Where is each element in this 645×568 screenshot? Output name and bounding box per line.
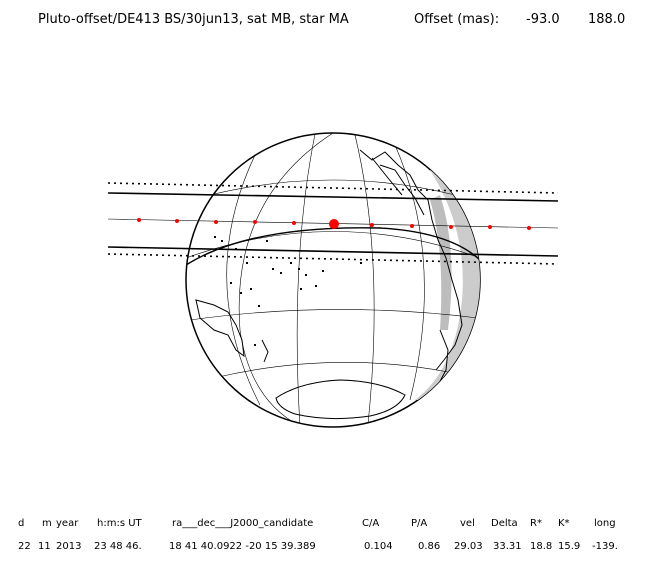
col-header: R* [530, 518, 542, 529]
offset-label: Offset (mas): [414, 12, 500, 27]
cell-kstar: 15.9 [558, 541, 581, 552]
col-header: h:m:s UT [97, 518, 142, 529]
col-header: year [56, 518, 79, 529]
graticule-parallels [186, 179, 480, 379]
cell-month: 11 [38, 541, 51, 552]
table-header-row: d m year h:m:s UT ra___dec___J2000_candi… [0, 518, 645, 534]
time-marker [527, 226, 531, 230]
coastlines [195, 149, 463, 420]
cell-delta: 33.31 [493, 541, 522, 552]
cell-coordinates: 18 41 40.0922 -20 15 39.389 [169, 541, 316, 552]
time-marker [253, 220, 257, 224]
time-marker [370, 223, 374, 227]
col-header: d [18, 518, 25, 529]
col-header: vel [460, 518, 475, 529]
col-header: K* [558, 518, 570, 529]
time-marker [214, 220, 218, 224]
time-markers [137, 218, 531, 230]
cell-year: 2013 [56, 541, 82, 552]
cell-pa: 0.86 [418, 541, 441, 552]
offset-y-value: 188.0 [588, 12, 626, 27]
twilight-shading [415, 160, 480, 400]
time-marker [137, 218, 141, 222]
pacific-islands [214, 236, 362, 346]
time-marker [488, 225, 492, 229]
inner-south-limit [107, 246, 559, 257]
night-shading [430, 195, 452, 330]
time-marker [410, 224, 414, 228]
plot-title: Pluto-offset/DE413 BS/30jun13, sat MB, s… [38, 12, 349, 27]
col-header: ra___dec___J2000_candidate [172, 518, 314, 529]
time-marker [175, 219, 179, 223]
col-header: m [42, 518, 52, 529]
inner-north-limit [107, 192, 559, 202]
time-marker [292, 221, 296, 225]
cell-ca: 0.104 [364, 541, 393, 552]
table-data-row: 22 11 2013 23 48 46. 18 41 40.0922 -20 1… [0, 541, 645, 557]
plot-header: Pluto-offset/DE413 BS/30jun13, sat MB, s… [38, 12, 638, 32]
cell-vel: 29.03 [454, 541, 483, 552]
cell-time: 23 48 46. [94, 541, 142, 552]
col-header: Delta [491, 518, 518, 529]
cell-rstar: 18.8 [530, 541, 553, 552]
col-header: long [594, 518, 616, 529]
equator-curve [186, 227, 480, 266]
cell-long: -139. [592, 541, 618, 552]
cell-day: 22 [18, 541, 31, 552]
offset-x-value: -93.0 [526, 12, 560, 27]
time-marker [449, 225, 453, 229]
closest-approach-marker [329, 219, 339, 229]
col-header: C/A [362, 518, 380, 529]
col-header: P/A [411, 518, 428, 529]
